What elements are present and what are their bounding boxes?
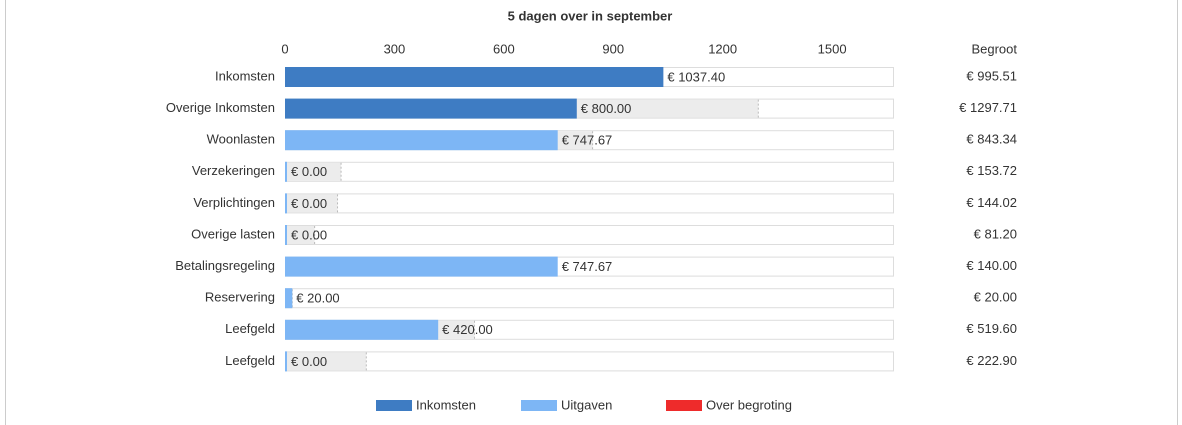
budget-label: € 20.00 (974, 290, 1017, 305)
bar-track (285, 288, 894, 309)
budget-header: Begroot (971, 41, 1017, 56)
category-label: Leefgeld (225, 321, 275, 336)
bar (285, 98, 577, 119)
category-label: Woonlasten (207, 132, 275, 147)
bar (285, 225, 287, 245)
legend-label: Inkomsten (416, 397, 476, 412)
category-label: Betalingsregeling (175, 258, 275, 273)
value-label: € 420.00 (442, 322, 493, 337)
budget-label: € 995.51 (966, 68, 1017, 83)
legend-swatch (376, 400, 412, 411)
chart-title: 5 dagen over in september (508, 8, 673, 23)
bar (285, 193, 287, 214)
legend-swatch (521, 400, 557, 411)
bar (285, 319, 439, 340)
value-label: € 747.67 (562, 259, 613, 274)
category-label: Inkomsten (215, 68, 275, 83)
legend-swatch (666, 400, 702, 411)
legend-label: Uitgaven (561, 397, 612, 412)
value-label: € 0.00 (291, 164, 327, 179)
value-label: € 747.67 (562, 133, 613, 148)
budget-label: € 144.02 (966, 195, 1017, 210)
x-tick-label: 300 (384, 41, 406, 56)
budget-label: € 153.72 (966, 163, 1017, 178)
bar (285, 130, 558, 151)
bar-track (285, 225, 894, 245)
bar-track (285, 161, 894, 182)
budget-label: € 1297.71 (959, 100, 1017, 115)
budget-bar (286, 162, 342, 181)
bar (285, 351, 287, 372)
value-label: € 1037.40 (667, 69, 725, 84)
value-label: € 0.00 (291, 227, 327, 242)
category-label: Overige Inkomsten (166, 100, 275, 115)
budget-label: € 519.60 (966, 321, 1017, 336)
category-label: Overige lasten (191, 226, 275, 241)
value-label: € 0.00 (291, 196, 327, 211)
x-tick-label: 1500 (818, 41, 847, 56)
bar-track (285, 193, 894, 214)
bar (285, 288, 293, 309)
bar-track (285, 351, 894, 372)
x-tick-label: 1200 (708, 41, 737, 56)
budget-label: € 81.20 (974, 226, 1017, 241)
bar (285, 67, 664, 87)
bar (285, 256, 558, 277)
budget-bar (286, 352, 367, 371)
category-label: Verzekeringen (192, 163, 275, 178)
value-label: € 0.00 (291, 354, 327, 369)
budget-label: € 843.34 (966, 132, 1017, 147)
category-label: Verplichtingen (193, 195, 275, 210)
category-label: Reservering (205, 290, 275, 305)
x-tick-label: 0 (281, 41, 288, 56)
x-tick-label: 600 (493, 41, 515, 56)
x-tick-label: 900 (602, 41, 624, 56)
budget-bar (286, 194, 338, 213)
legend-label: Over begroting (706, 397, 792, 412)
value-label: € 800.00 (581, 101, 632, 116)
budget-bar (286, 226, 315, 244)
category-label: Leefgeld (225, 353, 275, 368)
budget-label: € 140.00 (966, 258, 1017, 273)
value-label: € 20.00 (296, 291, 339, 306)
budget-label: € 222.90 (966, 353, 1017, 368)
bar (285, 161, 287, 182)
